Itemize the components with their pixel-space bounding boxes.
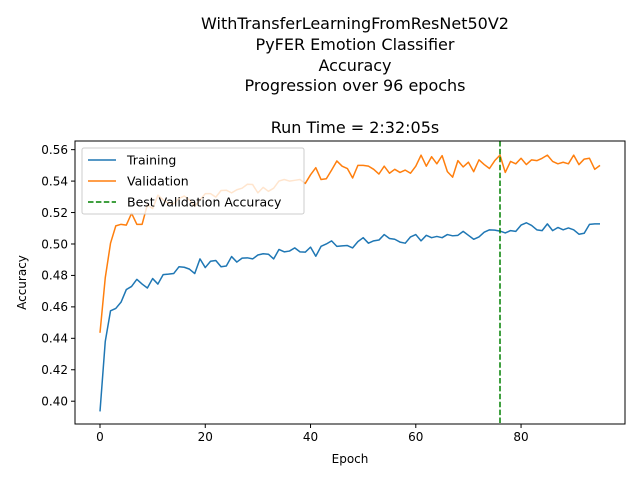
x-tick-label: 40 bbox=[303, 430, 318, 444]
y-tick-label: 0.42 bbox=[41, 363, 68, 377]
legend-box bbox=[81, 147, 305, 215]
y-tick-label: 0.54 bbox=[41, 174, 68, 188]
y-axis-ticks: 0.40 0.42 0.44 0.46 0.48 0.50 0.52 0.54 0.56 bbox=[41, 143, 75, 409]
x-tick-label: 80 bbox=[513, 430, 528, 444]
plot-frame bbox=[74, 140, 626, 425]
chart-title-line-2: PyFER Emotion Classifier bbox=[256, 35, 455, 54]
chart-title-line-1: WithTransferLearningFromResNet50V2 bbox=[201, 14, 509, 33]
y-tick-label: 0.52 bbox=[41, 206, 68, 220]
y-tick-label: 0.44 bbox=[41, 332, 68, 346]
y-tick-label: 0.50 bbox=[41, 237, 68, 251]
legend-label-training: Training bbox=[126, 153, 176, 168]
x-axis-ticks: 0 20 40 60 80 bbox=[96, 424, 529, 444]
x-tick-label: 60 bbox=[408, 430, 423, 444]
chart-subtitle: Run Time = 2:32:05s bbox=[271, 118, 440, 137]
legend-label-best-validation: Best Validation Accuracy bbox=[127, 195, 282, 210]
y-axis-label: Accuracy bbox=[15, 255, 29, 310]
y-tick-label: 0.40 bbox=[41, 395, 68, 409]
chart-title-line-3: Accuracy bbox=[318, 56, 391, 75]
x-axis-label: Epoch bbox=[332, 452, 369, 466]
x-tick-label: 20 bbox=[198, 430, 213, 444]
y-tick-label: 0.48 bbox=[41, 269, 68, 283]
y-tick-label: 0.46 bbox=[41, 300, 68, 314]
legend: Training Validation Best Validation Accu… bbox=[81, 147, 305, 215]
y-tick-label: 0.56 bbox=[41, 143, 68, 157]
x-tick-label: 0 bbox=[96, 430, 104, 444]
chart-title-line-4: Progression over 96 epochs bbox=[244, 76, 465, 95]
series-line-training bbox=[99, 222, 600, 412]
legend-label-validation: Validation bbox=[127, 174, 189, 189]
chart-titles: WithTransferLearningFromResNet50V2 PyFER… bbox=[201, 14, 509, 137]
